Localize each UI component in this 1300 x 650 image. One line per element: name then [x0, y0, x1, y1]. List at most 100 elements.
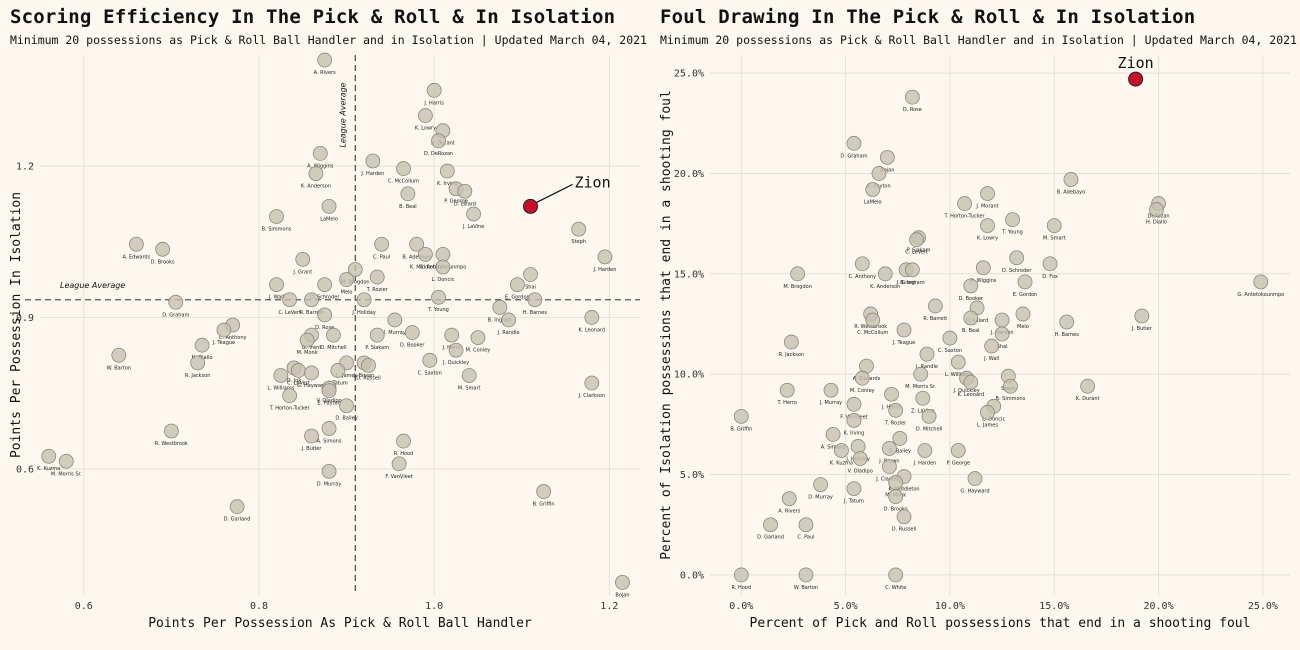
point-label: D. Booker: [959, 296, 984, 302]
point-label: M. Brogdon: [341, 279, 370, 285]
point-label: J. Harden: [360, 171, 384, 177]
point-label: B. Beal: [399, 204, 417, 210]
point-label: J. Clarkson: [578, 393, 605, 399]
data-point: [888, 475, 904, 490]
point-label: F. VanVleet: [385, 474, 412, 480]
data-point: [1253, 274, 1269, 290]
x-tick-label: 20.0%: [1144, 601, 1174, 612]
data-point: [882, 459, 897, 474]
data-point: [927, 298, 943, 314]
data-point: [994, 312, 1010, 328]
data-point: [888, 402, 904, 418]
point-label: R. Barrett: [923, 316, 947, 322]
data-point: [374, 236, 390, 252]
point-label: Bojan: [880, 167, 894, 173]
y-tick-label: 25.0%: [674, 69, 704, 80]
data-point: [418, 246, 433, 262]
point-label: V. Oladipo: [316, 398, 341, 404]
point-label: J. Grant: [292, 269, 312, 275]
data-point: [963, 374, 979, 390]
data-point: [980, 218, 995, 234]
point-label: B. Simmons: [996, 396, 1026, 402]
point-label: D. Russell: [356, 375, 381, 381]
point-label: D. Murray: [317, 481, 342, 487]
data-point: [884, 386, 899, 402]
point-label: H. Barnes: [523, 310, 548, 316]
point-label: K. Durant: [1076, 396, 1100, 402]
point-label: J. Teague: [212, 340, 235, 346]
point-label: B. Adebayo: [1057, 189, 1085, 195]
point-label: J. Morant: [975, 204, 998, 210]
data-point: [763, 517, 778, 533]
point-label: P. George: [946, 460, 970, 466]
data-point: [365, 153, 381, 169]
data-point: [975, 260, 991, 276]
league-average-label-x: League Average: [338, 82, 347, 147]
point-label: M. Smart: [1043, 236, 1066, 242]
data-point: [825, 427, 841, 442]
data-point: [58, 453, 74, 469]
data-point: [369, 327, 385, 343]
point-label: K. Middleton: [410, 264, 441, 270]
x-axis-label: Percent of Pick and Roll possessions tha…: [750, 616, 1251, 631]
data-point: [404, 325, 420, 340]
data-point: [361, 357, 376, 373]
point-label: Melo: [341, 290, 353, 296]
data-point: [330, 363, 346, 378]
y-tick-label: 0.9: [16, 313, 34, 324]
data-point: [326, 327, 341, 343]
point-label: W. Barton: [794, 585, 818, 591]
point-label: V. Oladipo: [848, 468, 873, 474]
point-label: K. Kuzma: [830, 460, 853, 466]
data-point: [304, 428, 319, 444]
data-point: [950, 443, 966, 458]
point-label: G. Hayward: [297, 383, 326, 389]
point-label: D. Jok: [287, 378, 302, 384]
data-point: [308, 166, 324, 181]
point-label: L. Williams: [267, 385, 294, 391]
point-label: G. Trent: [302, 345, 322, 351]
point-label: D. Bailey: [335, 416, 357, 422]
data-point: [347, 262, 363, 277]
data-point: [466, 206, 481, 222]
point-label: D. Lillard: [454, 201, 476, 207]
data-point: [865, 182, 881, 197]
x-tick-label: 15.0%: [1039, 601, 1069, 612]
point-label: J. Wall: [268, 295, 284, 301]
point-label: B. Simmons: [262, 226, 292, 232]
point-label: L. Doncic: [982, 416, 1005, 422]
point-label: D. Fox: [1042, 274, 1058, 280]
point-label: J. Quickley: [442, 360, 469, 366]
point-label: Z. LaVine: [911, 408, 934, 414]
point-label: C. Saxton: [938, 348, 962, 354]
point-label: P. Siakam: [907, 248, 931, 254]
data-point: [111, 347, 127, 363]
data-point: [1063, 172, 1079, 187]
data-point: [896, 322, 912, 338]
point-label: K. Irving: [844, 430, 865, 436]
point-label: J. Butler: [1131, 326, 1153, 332]
data-point: [781, 491, 797, 507]
point-label: L. James: [977, 422, 998, 428]
point-label: P. Siakam: [365, 345, 389, 351]
point-label: D. Schroder: [310, 295, 340, 301]
data-point: [229, 499, 245, 515]
data-point: [387, 312, 403, 328]
y-tick-label: 5.0%: [680, 470, 704, 481]
data-point: [295, 251, 311, 267]
point-label: L. Williams: [945, 372, 972, 378]
point-label: J. Harden: [593, 267, 617, 273]
point-label: K. Leonard: [957, 392, 984, 398]
data-point: [304, 365, 319, 381]
point-label: K. Anderson: [301, 184, 331, 190]
point-label: T. Rozier: [884, 420, 907, 426]
data-point: [950, 354, 966, 370]
point-label: C. Paul: [373, 254, 390, 260]
point-label: L. Doncic: [431, 277, 454, 283]
y-axis-label: Points Per Possession In Isolation: [9, 192, 24, 458]
data-point: [1003, 378, 1018, 394]
point-label: D. Mitchell: [320, 345, 346, 351]
point-label: D. Russell: [892, 527, 917, 533]
y-tick-label: 0.0%: [680, 570, 704, 581]
point-label: K. Kuzma: [37, 466, 60, 472]
